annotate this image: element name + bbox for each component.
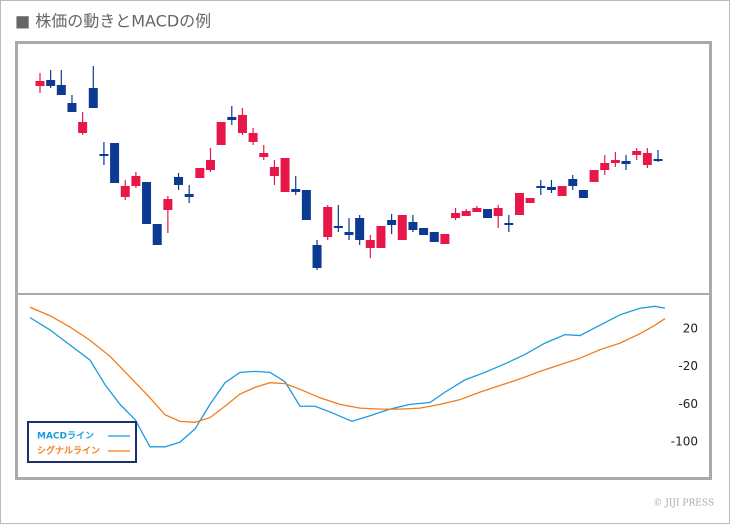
candle-body — [376, 226, 386, 248]
candle-body — [408, 222, 418, 230]
candle-body — [67, 103, 77, 112]
legend-label: シグナルライン — [37, 445, 100, 457]
candle-body — [237, 115, 247, 133]
y-tick-label: 20 — [683, 321, 698, 335]
candle-body — [472, 208, 482, 212]
candle-body — [312, 245, 322, 268]
candle-body — [333, 226, 343, 228]
credit: © JIJI PRESS — [653, 499, 714, 509]
candle-body — [610, 160, 620, 163]
candle-body — [227, 117, 237, 120]
candle-body — [110, 143, 120, 183]
candle-body — [205, 160, 215, 170]
chart-frame — [15, 41, 712, 480]
chart-title: ■ 株価の動きとMACDの例 — [15, 12, 211, 31]
candle-body — [120, 186, 130, 197]
candle-body — [536, 186, 546, 188]
candle-body — [291, 189, 301, 192]
candle-body — [600, 163, 610, 170]
candle-body — [429, 232, 439, 242]
candle-body — [514, 193, 524, 215]
candle-body — [142, 182, 152, 224]
candle-body — [301, 190, 311, 220]
candle-body — [46, 80, 56, 86]
candle-body — [99, 154, 109, 156]
candle-body — [525, 198, 535, 203]
candle-body — [557, 186, 567, 196]
candle-body — [323, 207, 333, 237]
candle-body — [152, 224, 162, 245]
candle-body — [653, 159, 663, 161]
legend-label: MACDライン — [37, 431, 94, 442]
candle-body — [642, 153, 652, 165]
candle-body — [546, 187, 556, 190]
candle-body — [632, 151, 642, 155]
legend-box — [27, 421, 137, 463]
candle-body — [355, 218, 365, 240]
candle-body — [184, 194, 194, 197]
candle-body — [35, 81, 45, 86]
candle-body — [419, 228, 429, 235]
candle-body — [397, 215, 407, 240]
candle-body — [216, 122, 226, 145]
y-tick-label: -20 — [678, 359, 698, 373]
candle-body — [440, 234, 450, 244]
candle-body — [163, 199, 173, 210]
candle-body — [493, 208, 503, 216]
candle-body — [280, 158, 290, 192]
candle-body — [131, 176, 141, 186]
candle-body — [578, 190, 588, 198]
candle-body — [269, 167, 279, 176]
candle-body — [56, 85, 66, 95]
candle-body — [78, 122, 88, 133]
candle-body — [365, 240, 375, 248]
candle-body — [259, 153, 269, 157]
candle-body — [344, 232, 354, 235]
candle-body — [483, 209, 493, 218]
macd-line — [29, 305, 666, 448]
candle-body — [589, 170, 599, 182]
candle-body — [88, 88, 98, 108]
candle-body — [248, 133, 258, 142]
candle-body — [621, 161, 631, 164]
candle-body — [504, 223, 514, 225]
candle-body — [195, 168, 205, 178]
candle-body — [568, 179, 578, 186]
candle-body — [387, 220, 397, 225]
candle-body — [174, 177, 184, 185]
candle-body — [461, 211, 471, 216]
y-tick-label: -100 — [671, 435, 698, 449]
y-tick-label: -60 — [678, 397, 698, 411]
macd-line — [29, 306, 666, 423]
candle-body — [451, 213, 461, 218]
